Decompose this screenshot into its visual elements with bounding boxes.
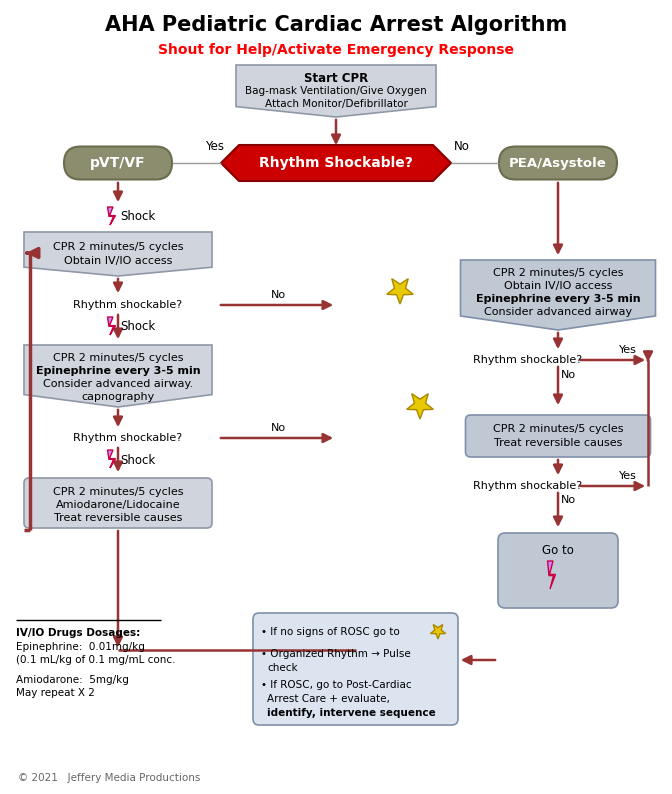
FancyBboxPatch shape [24,478,212,528]
Text: May repeat X 2: May repeat X 2 [16,688,95,698]
Text: Consider advanced airway.: Consider advanced airway. [43,379,193,389]
Text: PEA/Asystole: PEA/Asystole [509,156,607,169]
Polygon shape [548,561,556,589]
Text: • Organized Rhythm → Pulse: • Organized Rhythm → Pulse [261,649,411,659]
Text: • If ROSC, go to Post-Cardiac: • If ROSC, go to Post-Cardiac [261,680,412,690]
Text: CPR 2 minutes/5 cycles: CPR 2 minutes/5 cycles [52,487,183,497]
FancyBboxPatch shape [253,613,458,725]
Text: (0.1 mL/kg of 0.1 mg/mL conc.: (0.1 mL/kg of 0.1 mg/mL conc. [16,655,175,665]
Polygon shape [108,450,116,468]
Text: Rhythm Shockable?: Rhythm Shockable? [259,156,413,170]
FancyBboxPatch shape [499,147,617,179]
Polygon shape [430,625,446,639]
Text: © 2021   Jeffery Media Productions: © 2021 Jeffery Media Productions [18,773,200,783]
FancyBboxPatch shape [466,415,650,457]
Text: • If no signs of ROSC go to: • If no signs of ROSC go to [261,627,400,637]
Text: Go to: Go to [542,545,574,557]
Text: Start CPR: Start CPR [304,71,368,84]
Text: Bag-mask Ventilation/Give Oxygen: Bag-mask Ventilation/Give Oxygen [245,86,427,96]
Text: Arrest Care + evaluate,: Arrest Care + evaluate, [267,694,390,704]
FancyBboxPatch shape [498,533,618,608]
Text: IV/IO Drugs Dosages:: IV/IO Drugs Dosages: [16,628,140,638]
Text: No: No [560,495,575,505]
Text: No: No [270,290,286,300]
Text: Rhythm shockable?: Rhythm shockable? [73,433,183,443]
Text: Consider advanced airway: Consider advanced airway [484,307,632,317]
Polygon shape [108,317,116,335]
Text: Epinephrine every 3-5 min: Epinephrine every 3-5 min [476,294,640,304]
Polygon shape [221,145,451,181]
Polygon shape [108,207,116,225]
Text: No: No [560,370,575,380]
Text: pVT/VF: pVT/VF [90,156,146,170]
Text: check: check [267,663,298,673]
Polygon shape [236,65,436,117]
Polygon shape [407,394,433,419]
Text: CPR 2 minutes/5 cycles: CPR 2 minutes/5 cycles [493,268,623,278]
Text: Yes: Yes [619,345,637,355]
Polygon shape [386,279,413,304]
Text: No: No [270,423,286,433]
Text: Treat reversible causes: Treat reversible causes [54,513,182,523]
Polygon shape [24,345,212,407]
Text: Epinephrine every 3-5 min: Epinephrine every 3-5 min [36,366,200,376]
Text: Rhythm shockable?: Rhythm shockable? [73,300,183,310]
Text: CPR 2 minutes/5 cycles: CPR 2 minutes/5 cycles [52,353,183,363]
Text: AHA Pediatric Cardiac Arrest Algorithm: AHA Pediatric Cardiac Arrest Algorithm [105,15,567,35]
Text: Obtain IV/IO access: Obtain IV/IO access [64,256,172,266]
Text: Yes: Yes [206,141,224,153]
Text: Shock: Shock [120,210,156,223]
Text: Amiodarone/Lidocaine: Amiodarone/Lidocaine [56,500,180,510]
Text: Attach Monitor/Defibrillator: Attach Monitor/Defibrillator [265,99,407,109]
Text: Shock: Shock [120,321,156,333]
Text: Yes: Yes [619,471,637,481]
Text: Rhythm shockable?: Rhythm shockable? [474,481,583,491]
FancyBboxPatch shape [64,147,172,179]
Text: Epinephrine:  0.01mg/kg: Epinephrine: 0.01mg/kg [16,642,145,652]
Text: Treat reversible causes: Treat reversible causes [494,438,622,448]
Text: CPR 2 minutes/5 cycles: CPR 2 minutes/5 cycles [52,242,183,252]
Text: Obtain IV/IO access: Obtain IV/IO access [504,281,612,291]
Text: identify, intervene sequence: identify, intervene sequence [267,708,435,718]
Text: No: No [454,141,470,153]
Polygon shape [460,260,655,330]
Text: Amiodarone:  5mg/kg: Amiodarone: 5mg/kg [16,675,129,685]
Polygon shape [24,232,212,276]
Text: Rhythm shockable?: Rhythm shockable? [474,355,583,365]
Text: Shock: Shock [120,453,156,467]
Text: capnography: capnography [81,392,155,402]
Text: CPR 2 minutes/5 cycles: CPR 2 minutes/5 cycles [493,424,623,434]
Text: Shout for Help/Activate Emergency Response: Shout for Help/Activate Emergency Respon… [158,43,514,57]
